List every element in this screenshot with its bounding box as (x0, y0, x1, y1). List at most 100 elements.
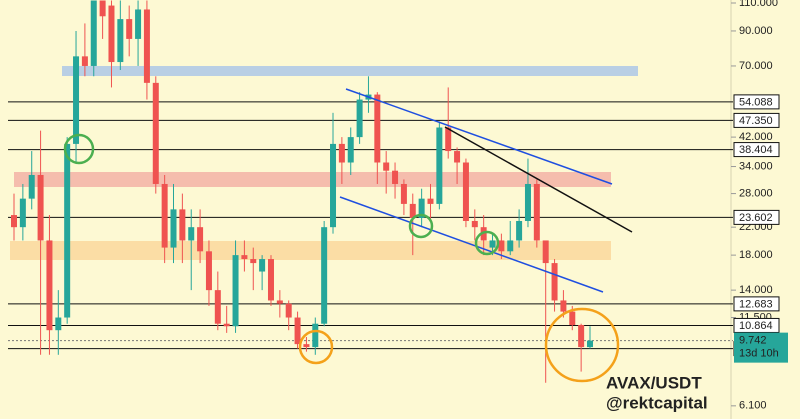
candle-body (542, 240, 549, 264)
candle-body (11, 215, 17, 228)
candle-body (188, 227, 195, 241)
y-tick-label: 110.000 (739, 0, 778, 9)
candle-body (498, 240, 505, 252)
candle-body (108, 5, 115, 63)
candle-body (489, 240, 496, 248)
level-label-box (733, 317, 780, 333)
current-price-box (734, 332, 788, 363)
candle-body (471, 220, 478, 228)
candle-body (524, 183, 531, 221)
current-price-label: 9.742 (739, 335, 767, 347)
candle-body (330, 143, 337, 228)
y-tick-label: 90.000 (739, 25, 773, 37)
candle-body (347, 137, 354, 163)
y-tick-label: 42.000 (739, 131, 773, 143)
candle-body (205, 251, 212, 291)
candle-body (285, 303, 292, 318)
red-zone (14, 172, 611, 187)
level-label-box (733, 112, 780, 128)
candle-body (303, 344, 310, 348)
candle-body (400, 183, 407, 204)
candle-body (480, 227, 487, 241)
trend-line-black (444, 126, 633, 233)
level-label: 12.683 (739, 298, 773, 310)
candle-body (338, 143, 345, 163)
candle-body (267, 259, 274, 301)
trend-line-upper (345, 88, 613, 185)
candle-body (250, 259, 257, 264)
level-label-box (733, 296, 780, 312)
level-label: 23.602 (739, 212, 773, 224)
author-label: @rektcapital (606, 393, 708, 412)
level-label: 10.864 (739, 320, 773, 332)
green-circle (63, 133, 95, 165)
level-label-box (733, 209, 780, 225)
candle-body (436, 127, 443, 204)
candle-body (587, 340, 593, 348)
candle-body (533, 183, 540, 241)
candle-body (507, 240, 514, 252)
orange-zone (10, 241, 611, 260)
candle-body (99, 0, 106, 17)
trend-line-lower (339, 196, 604, 293)
candle-body (179, 209, 186, 241)
candle-body (569, 311, 576, 325)
y-tick-label: 28.000 (739, 187, 773, 199)
y-tick-label: 6.100 (739, 400, 767, 412)
countdown-label: 13d 10h (739, 348, 779, 360)
candle-body (90, 0, 97, 66)
green-circle (408, 213, 434, 239)
candle-body (117, 19, 124, 63)
blue-zone (62, 66, 638, 76)
pair-label: AVAX/USDT (606, 373, 702, 392)
level-label-box (733, 142, 780, 158)
candle-body (445, 127, 452, 152)
candle-body (578, 324, 585, 348)
candle-body (19, 198, 26, 228)
candle-body (46, 240, 53, 331)
level-label: 47.350 (739, 115, 773, 127)
candle-body (197, 227, 204, 252)
orange-circle (544, 307, 620, 383)
candle-body (356, 99, 363, 138)
candle-body (427, 198, 434, 204)
candle-body (214, 290, 221, 324)
candle-body (312, 323, 319, 348)
level-label: 54.088 (739, 96, 773, 108)
y-tick-label: 14.000 (739, 284, 773, 296)
candle-body (152, 82, 159, 184)
orange-circle (298, 329, 334, 365)
level-label-box (733, 94, 780, 110)
candle-body (409, 203, 416, 218)
candle-body (161, 183, 168, 248)
candle-body (170, 209, 177, 248)
candle-body (55, 317, 62, 331)
candle-body (37, 174, 44, 241)
candle-body (143, 9, 150, 83)
candle-body (294, 317, 301, 345)
candle-body (232, 255, 239, 327)
candle-body (259, 259, 266, 272)
green-circle (474, 230, 500, 256)
candle-body (516, 220, 523, 241)
candle-body (241, 255, 248, 260)
candle-body (126, 19, 133, 39)
candle-body (551, 263, 558, 301)
candle-body (276, 300, 283, 304)
candle-body (560, 300, 567, 312)
candle-body (81, 56, 88, 66)
candle-body (462, 162, 469, 221)
level-label: 38.404 (739, 144, 773, 156)
candle-body (454, 151, 461, 163)
candle-body (418, 198, 425, 218)
candle-body (383, 162, 390, 171)
candle-body (374, 94, 381, 163)
candle-body (392, 170, 399, 184)
candle-body (135, 9, 142, 39)
y-tick-label: 34.000 (739, 160, 773, 172)
candle-body (64, 143, 71, 318)
candle-body (73, 56, 80, 144)
candle-body (28, 174, 35, 199)
y-tick-label: 18.000 (739, 249, 773, 261)
